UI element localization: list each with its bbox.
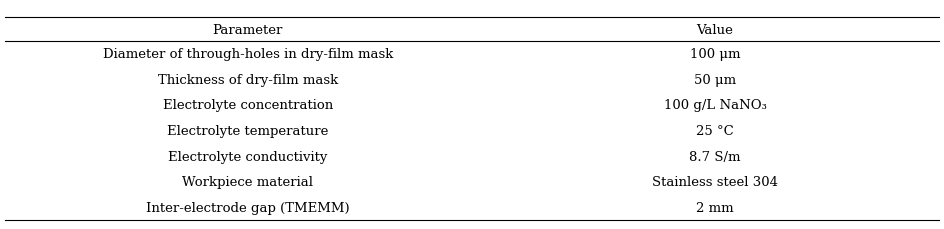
Text: 2 mm: 2 mm <box>696 201 733 214</box>
Text: Electrolyte concentration: Electrolyte concentration <box>162 99 333 112</box>
Text: 50 μm: 50 μm <box>694 74 736 87</box>
Text: Parameter: Parameter <box>212 24 283 37</box>
Text: 100 μm: 100 μm <box>690 48 740 61</box>
Text: 100 g/L NaNO₃: 100 g/L NaNO₃ <box>664 99 767 112</box>
Text: 8.7 S/m: 8.7 S/m <box>689 150 741 163</box>
Text: Workpiece material: Workpiece material <box>182 175 313 188</box>
Text: Electrolyte conductivity: Electrolyte conductivity <box>168 150 328 163</box>
Text: Diameter of through-holes in dry-film mask: Diameter of through-holes in dry-film ma… <box>103 48 393 61</box>
Text: Value: Value <box>697 24 733 37</box>
Text: Electrolyte temperature: Electrolyte temperature <box>167 125 329 137</box>
Text: Stainless steel 304: Stainless steel 304 <box>652 175 778 188</box>
Text: Inter-electrode gap (TMEMM): Inter-electrode gap (TMEMM) <box>146 201 349 214</box>
Text: 25 °C: 25 °C <box>696 125 733 137</box>
Text: Thickness of dry-film mask: Thickness of dry-film mask <box>158 74 338 87</box>
